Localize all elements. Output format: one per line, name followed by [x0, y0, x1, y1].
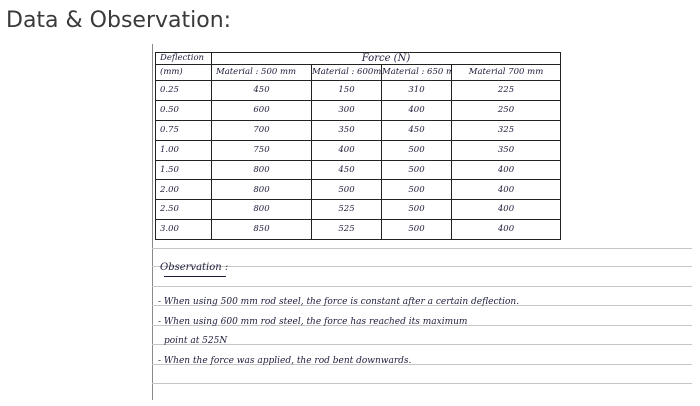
- force-cell: 400: [311, 139, 382, 161]
- force-cell: 525: [311, 219, 382, 240]
- force-cell: 800: [211, 199, 312, 221]
- force-cell: 225: [450, 80, 562, 101]
- table-row: 3.00 850 525 500 400: [155, 219, 562, 240]
- force-cell: 325: [450, 119, 562, 141]
- page-title: Data & Observation:: [6, 8, 232, 33]
- observation-line: - When using 600 mm rod steel, the force…: [158, 317, 468, 327]
- force-cell: 400: [450, 159, 562, 181]
- force-cell: 700: [211, 119, 312, 141]
- ruled-line: [152, 286, 692, 287]
- table-row: 0.50 600 300 400 250: [155, 99, 562, 121]
- force-cell: 850: [211, 219, 312, 240]
- force-cell: 310: [381, 80, 452, 101]
- force-cell: 150: [311, 80, 382, 101]
- deflection-cell: 2.00: [155, 179, 212, 201]
- table-row: 1.50 800 450 500 400: [155, 159, 562, 181]
- deflection-cell: 0.75: [155, 119, 212, 141]
- force-cell: 600: [211, 99, 312, 121]
- ruled-line: [152, 248, 692, 249]
- ruled-line: [152, 364, 692, 365]
- material-header: Material : 650 mm: [381, 64, 452, 81]
- ruled-line: [152, 344, 692, 345]
- force-cell: 350: [450, 139, 562, 161]
- force-cell: 400: [450, 219, 562, 240]
- data-table: Deflection Force (N) (mm) Material : 500…: [155, 52, 562, 240]
- deflection-header: Deflection: [155, 52, 212, 65]
- force-cell: 400: [450, 199, 562, 221]
- deflection-cell: 0.50: [155, 99, 212, 121]
- material-header: Material : 500 mm: [211, 64, 312, 81]
- table-row: 0.75 700 350 450 325: [155, 119, 562, 141]
- force-cell: 500: [381, 159, 452, 181]
- deflection-unit: (mm): [155, 64, 212, 81]
- observation-title-underline: [164, 276, 226, 277]
- force-header: Force (N): [210, 52, 562, 65]
- force-cell: 500: [381, 199, 452, 221]
- observation-line: - When the force was applied, the rod be…: [158, 356, 412, 366]
- force-cell: 450: [311, 159, 382, 181]
- force-cell: 500: [381, 179, 452, 201]
- ruled-line: [152, 325, 692, 326]
- table-row: 1.00 750 400 500 350: [155, 139, 562, 161]
- ruled-line: [152, 383, 692, 384]
- force-cell: 400: [450, 179, 562, 201]
- deflection-cell: 3.00: [155, 219, 212, 240]
- deflection-cell: 2.50: [155, 199, 212, 221]
- force-cell: 500: [381, 219, 452, 240]
- deflection-cell: 0.25: [155, 80, 212, 101]
- force-cell: 750: [211, 139, 312, 161]
- observation-line: - When using 500 mm rod steel, the force…: [158, 297, 520, 307]
- deflection-cell: 1.00: [155, 139, 212, 161]
- ruled-line: [152, 305, 692, 306]
- observation-line: point at 525N: [164, 336, 228, 346]
- force-cell: 525: [311, 199, 382, 221]
- force-cell: 250: [450, 99, 562, 121]
- deflection-cell: 1.50: [155, 159, 212, 181]
- force-cell: 350: [311, 119, 382, 141]
- force-cell: 500: [311, 179, 382, 201]
- force-cell: 800: [211, 179, 312, 201]
- table-row: 0.25 450 150 310 225: [155, 80, 562, 101]
- table-row: 2.00 800 500 500 400: [155, 179, 562, 201]
- force-cell: 450: [381, 119, 452, 141]
- ruled-line: [152, 266, 692, 267]
- force-cell: 800: [211, 159, 312, 181]
- sheet-margin-line: [152, 44, 153, 400]
- table-row: 2.50 800 525 500 400: [155, 199, 562, 221]
- force-cell: 500: [381, 139, 452, 161]
- observation-title: Observation :: [160, 262, 229, 273]
- material-header: Material 700 mm: [450, 64, 562, 81]
- force-cell: 300: [311, 99, 382, 121]
- force-cell: 450: [211, 80, 312, 101]
- force-cell: 400: [381, 99, 452, 121]
